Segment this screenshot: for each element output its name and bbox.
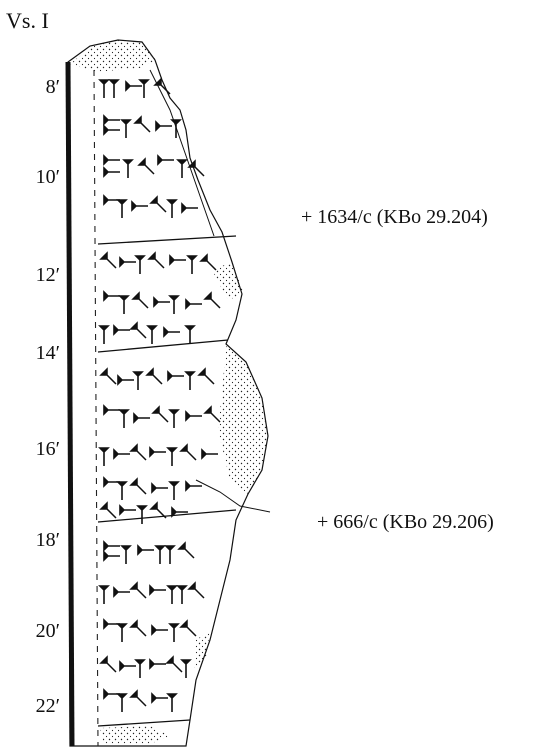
column-margin-line [93,69,99,747]
join-label-666c: + 666/c (KBo 29.206) [317,511,494,533]
join-break-1634c [149,69,215,237]
line-number: 14′ [35,342,60,364]
damage-right-2 [218,346,268,494]
fragment-outline [67,39,269,747]
ruling-line [97,509,237,523]
join-break-666c [195,479,271,513]
line-number: 20′ [35,620,60,642]
join-label-1634c: + 1634/c (KBo 29.204) [301,206,488,228]
line-number: 12′ [35,264,60,286]
line-number: 22′ [35,695,60,717]
line-number: 10′ [35,166,60,188]
line-number: 16′ [35,438,60,460]
cuneiform-signs [99,78,221,713]
side-label: Vs. I [6,8,49,33]
damage-right-1 [212,262,244,300]
damage-top [70,40,156,72]
tablet-left-edge [65,61,75,747]
ruling-line [97,235,237,245]
line-number: 8′ [45,76,60,98]
damage-bottom [100,726,170,744]
ruling-line [97,719,191,727]
ruling-line [97,339,229,353]
damage-right-3 [194,630,210,668]
line-number: 18′ [35,529,60,551]
